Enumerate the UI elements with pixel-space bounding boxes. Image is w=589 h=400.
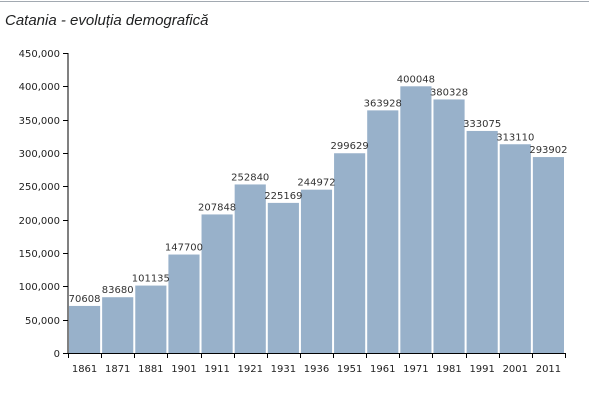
bar-value-label: 313110 xyxy=(496,132,534,143)
x-tick-label: 1936 xyxy=(304,364,329,375)
bar-value-label: 299629 xyxy=(331,141,369,152)
y-tick-label: 100,000 xyxy=(19,282,60,293)
bar-value-label: 252840 xyxy=(231,172,269,183)
bar xyxy=(234,184,266,353)
bar xyxy=(201,214,233,353)
bar xyxy=(300,189,333,353)
bar xyxy=(102,297,134,353)
bar xyxy=(400,86,432,353)
bar xyxy=(334,153,366,353)
x-tick-label: 1971 xyxy=(403,364,428,375)
bar-value-label: 101135 xyxy=(132,274,170,285)
y-tick-label: 50,000 xyxy=(25,316,60,327)
x-tick-label: 1921 xyxy=(238,364,263,375)
x-tick-label: 1871 xyxy=(105,364,130,375)
bar xyxy=(433,99,465,353)
bar xyxy=(466,130,498,353)
bar-value-label: 380328 xyxy=(430,87,468,98)
bar xyxy=(267,202,299,353)
x-tick-label: 1991 xyxy=(469,364,494,375)
bars xyxy=(69,86,564,353)
top-divider xyxy=(0,1,589,2)
x-tick-label: 1861 xyxy=(72,364,97,375)
y-tick-label: 400,000 xyxy=(19,82,60,93)
bar-value-label: 147700 xyxy=(165,243,203,254)
bar xyxy=(69,305,101,353)
y-tick-label: 300,000 xyxy=(19,149,60,160)
y-tick-label: 350,000 xyxy=(19,116,60,127)
y-tick-label: 0 xyxy=(54,349,60,360)
bar-value-label: 83680 xyxy=(102,285,134,296)
x-tick-label: 2011 xyxy=(536,364,561,375)
bar xyxy=(135,285,167,353)
x-tick-label: 1881 xyxy=(138,364,163,375)
bar-value-label: 207848 xyxy=(198,202,236,213)
y-tick-label: 200,000 xyxy=(19,216,60,227)
x-tick-label: 1911 xyxy=(204,364,229,375)
bar xyxy=(532,157,564,353)
x-axis: 1861 1871 1881 1901 1911 1921 1931 1936 1951 1961… xyxy=(68,353,566,375)
bar-value-label: 363928 xyxy=(364,98,402,109)
bar xyxy=(367,110,399,353)
y-tick-label: 250,000 xyxy=(19,182,60,193)
chart-title: Catania - evoluția demografică xyxy=(5,12,209,29)
bar-value-label: 225169 xyxy=(264,191,302,202)
x-tick-label: 1961 xyxy=(370,364,395,375)
x-tick-label: 1981 xyxy=(436,364,461,375)
x-tick-label: 1951 xyxy=(337,364,362,375)
x-tick-label: 1901 xyxy=(171,364,196,375)
bar-value-label: 333075 xyxy=(463,119,501,130)
bar-value-label: 244972 xyxy=(297,178,335,189)
y-tick-label: 150,000 xyxy=(19,249,60,260)
bar-value-label: 70608 xyxy=(69,294,101,305)
bar-value-label: 293902 xyxy=(529,145,567,156)
bar xyxy=(499,144,531,353)
bar-value-label: 400048 xyxy=(397,74,435,85)
y-tick-label: 450,000 xyxy=(19,49,60,60)
x-tick-label: 2001 xyxy=(503,364,528,375)
y-axis: 0 50,000 100,000 150,000 200,000 250,000 300,0… xyxy=(19,49,69,360)
bar xyxy=(168,254,200,353)
x-tick-label: 1931 xyxy=(271,364,296,375)
